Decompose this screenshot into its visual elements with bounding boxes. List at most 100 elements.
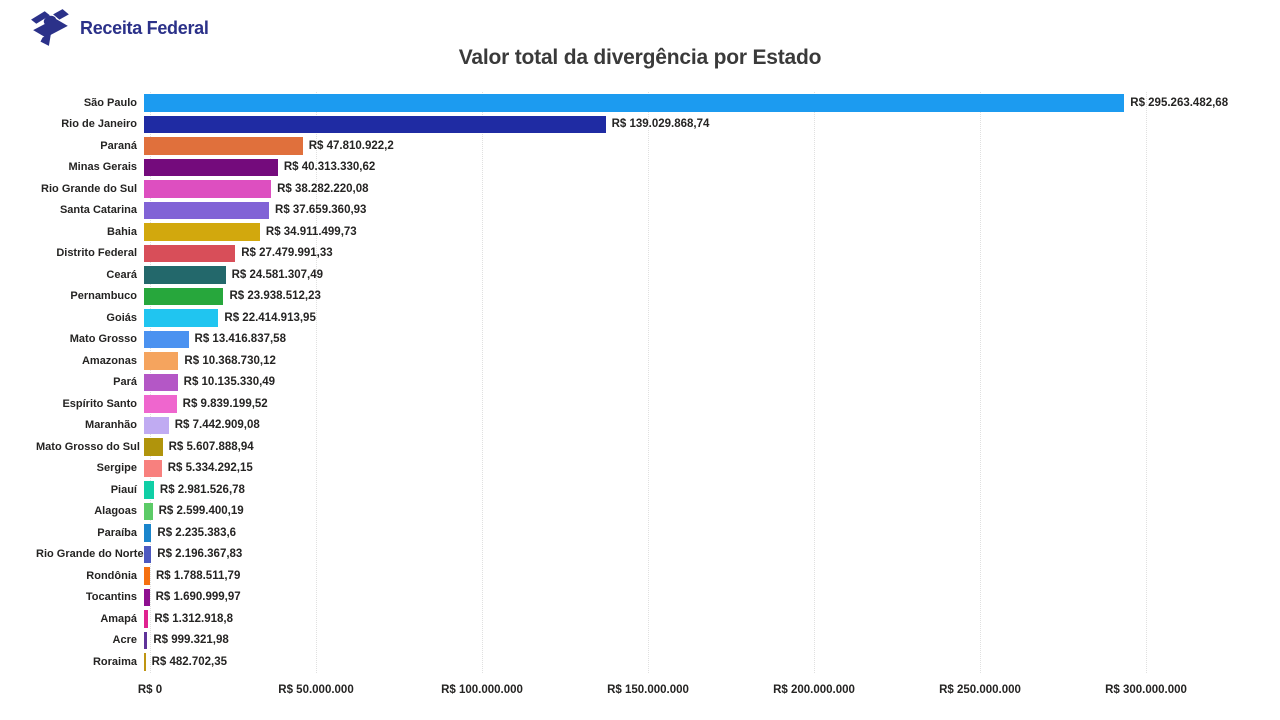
bar-row: Pernambuco R$ 23.938.512,23 [36,286,1250,308]
bar[interactable] [144,481,154,499]
category-label: Distrito Federal [56,247,137,260]
bar[interactable] [144,610,149,628]
bar-row: Amapá R$ 1.312.918,8 [36,608,1250,630]
category-label: Paraná [100,139,137,152]
bar-track: R$ 38.282.220,08 [144,180,1140,198]
bar-track: R$ 2.235.383,6 [144,524,1140,542]
bar-track: R$ 999.321,98 [144,631,1140,649]
value-label: R$ 22.414.913,95 [224,311,316,324]
value-label: R$ 10.135.330,49 [183,376,276,389]
bar-row: Maranhão R$ 7.442.909,08 [36,415,1250,437]
bar[interactable] [144,94,1125,112]
bar-row: Rio Grande do Sul R$ 38.282.220,08 [36,178,1250,200]
x-axis-tick-label: R$ 100.000.000 [441,684,523,696]
bar-row: Bahia R$ 34.911.499,73 [36,221,1250,243]
bar[interactable] [144,352,179,370]
bar[interactable] [144,502,153,520]
value-label: R$ 2.599.400,19 [158,505,244,518]
x-axis-tick-label: R$ 150.000.000 [607,684,689,696]
bar-track: R$ 23.938.512,23 [144,287,1140,305]
value-label: R$ 10.368.730,12 [184,354,276,367]
bar-row: Rio de Janeiro R$ 139.029.868,74 [36,114,1250,136]
value-label: R$ 139.029.868,74 [611,118,710,131]
logo-text: Receita Federal [80,17,209,38]
value-label: R$ 1.312.918,8 [154,612,233,625]
bar-track: R$ 139.029.868,74 [144,115,1140,133]
value-label: R$ 7.442.909,08 [174,419,260,432]
value-label: R$ 23.938.512,23 [229,290,321,303]
bar[interactable] [144,416,169,434]
bar-row: Santa Catarina R$ 37.659.360,93 [36,200,1250,222]
category-label: Roraima [92,655,137,668]
gridline [1146,92,1147,673]
category-label: Santa Catarina [59,204,137,217]
bar[interactable] [144,631,148,649]
chart-title: Valor total da divergência por Estado [458,46,822,69]
value-label: R$ 2.196.367,83 [157,548,243,561]
bar[interactable] [144,158,278,176]
value-label: R$ 38.282.220,08 [277,182,369,195]
value-label: R$ 34.911.499,73 [265,225,357,238]
bar-row: Espírito Santo R$ 9.839.199,52 [36,393,1250,415]
bar-track: R$ 482.702,35 [144,653,1140,671]
category-label: Mato Grosso do Sul [36,440,140,453]
bar[interactable] [144,330,189,348]
bar[interactable] [144,395,177,413]
category-label: Espírito Santo [62,397,137,410]
category-label: Alagoas [94,505,137,518]
bar-row: Goiás R$ 22.414.913,95 [36,307,1250,329]
bar[interactable] [144,137,303,155]
value-label: R$ 47.810.922,2 [308,139,394,152]
bar[interactable] [144,201,270,219]
category-label: Pará [113,376,137,389]
bar-row: Amazonas R$ 10.368.730,12 [36,350,1250,372]
bar[interactable] [144,567,150,585]
bar[interactable] [144,459,162,477]
bar-row: Piauí R$ 2.981.526,78 [36,479,1250,501]
bar[interactable] [144,588,150,606]
bar-track: R$ 5.607.888,94 [144,438,1140,456]
bar[interactable] [144,438,163,456]
bar-row: Rondônia R$ 1.788.511,79 [36,565,1250,587]
bar[interactable] [144,309,219,327]
category-label: Acre [112,634,137,647]
bar[interactable] [144,223,260,241]
category-label: Rio de Janeiro [61,118,137,131]
value-label: R$ 2.235.383,6 [157,526,237,539]
bar-track: R$ 22.414.913,95 [144,309,1140,327]
category-label: Mato Grosso [69,333,137,346]
gridline [980,92,981,673]
bar-track: R$ 10.368.730,12 [144,352,1140,370]
value-label: R$ 295.263.482,68 [1130,96,1229,109]
category-label: Amazonas [81,354,137,367]
bar-row: Paraná R$ 47.810.922,2 [36,135,1250,157]
category-label: Piauí [110,483,137,496]
bar[interactable] [144,524,152,542]
bar-track: R$ 47.810.922,2 [144,137,1140,155]
bar-row: Mato Grosso R$ 13.416.837,58 [36,329,1250,351]
bar-track: R$ 24.581.307,49 [144,266,1140,284]
bar[interactable] [144,244,236,262]
gridline [648,92,649,673]
bar-row: Sergipe R$ 5.334.292,15 [36,458,1250,480]
bar[interactable] [144,266,226,284]
value-label: R$ 40.313.330,62 [283,161,376,174]
category-label: Rio Grande do Norte [36,548,144,561]
bar-row: Mato Grosso do Sul R$ 5.607.888,94 [36,436,1250,458]
bar[interactable] [144,287,224,305]
value-label: R$ 1.788.511,79 [155,569,241,582]
bar-row: Rio Grande do Norte R$ 2.196.367,83 [36,544,1250,566]
bar-track: R$ 1.788.511,79 [144,567,1140,585]
bar[interactable] [144,115,606,133]
bar-chart: São Paulo R$ 295.263.482,68 Rio de Janeiro… [36,92,1250,702]
bar[interactable] [144,653,146,671]
bar[interactable] [144,373,178,391]
bar-row: Tocantins R$ 1.690.999,97 [36,587,1250,609]
bar[interactable] [144,180,272,198]
bar-track: R$ 2.981.526,78 [144,481,1140,499]
category-label: Bahia [107,225,137,238]
bar[interactable] [144,545,152,563]
gridline [482,92,483,673]
category-label: Rio Grande do Sul [41,182,137,195]
